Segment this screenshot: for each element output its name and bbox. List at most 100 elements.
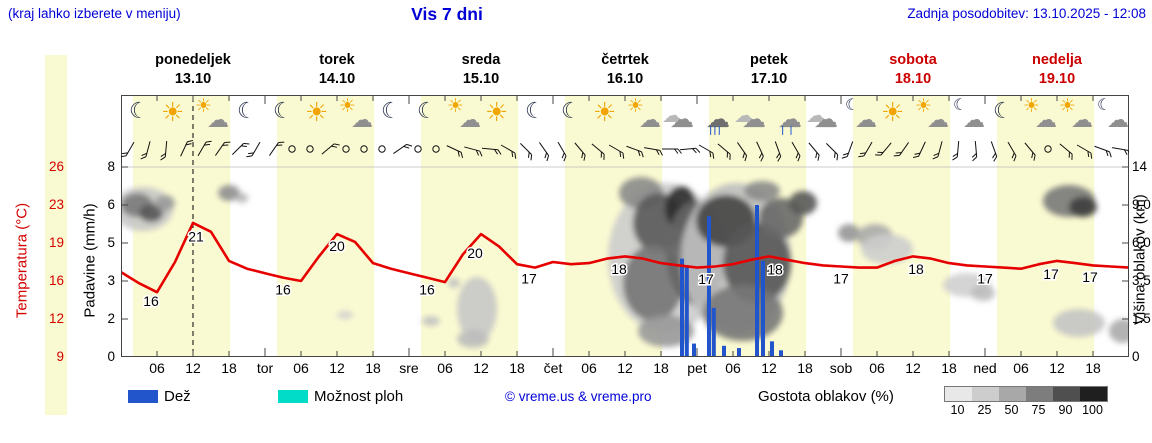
cloud-density-value: 100 bbox=[1082, 403, 1103, 417]
partly-day-icon: ☀ ☁ bbox=[195, 95, 229, 133]
temp-value-label: 18 bbox=[767, 262, 783, 278]
clear-day-icon: ☀ bbox=[593, 98, 617, 128]
cloud-density-value: 25 bbox=[977, 403, 992, 417]
clear-night-icon: ☾ bbox=[129, 99, 149, 124]
temp-tick: 12 bbox=[48, 311, 64, 326]
day-header: nedelja 19.10 bbox=[1032, 52, 1082, 87]
cloud-density-segment bbox=[1026, 387, 1053, 401]
precip-tick: 8 bbox=[107, 159, 115, 174]
cloud-axis-ticks: 14 9.0 6.0 3.5 1.5 0 bbox=[1132, 95, 1152, 364]
rain-legend-label: Dež bbox=[164, 388, 191, 405]
partly-day-icon: ☀ ☁ bbox=[339, 95, 373, 133]
partly-day-icon: ☀ ☁ bbox=[627, 95, 661, 133]
day-header: četrtek 16.10 bbox=[601, 52, 649, 87]
partly-night-icon: ☾ ☁ bbox=[953, 95, 985, 133]
hour-label: 06 bbox=[149, 360, 165, 376]
clear-night-icon: ☾ bbox=[273, 99, 293, 124]
cloud-density-segment bbox=[999, 387, 1026, 401]
showers-legend-swatch bbox=[278, 390, 308, 403]
precip-tick: 6 bbox=[107, 197, 115, 212]
clear-night-icon: ☾ bbox=[561, 99, 581, 124]
day-header: torek 14.10 bbox=[318, 52, 356, 87]
day-header: ponedeljek 13.10 bbox=[155, 52, 231, 87]
hour-label: 18 bbox=[221, 360, 237, 376]
temp-value-label: 17 bbox=[521, 270, 537, 286]
clear-night-icon: ☾ bbox=[381, 99, 401, 124]
temp-axis-label: Temperatura (°C) bbox=[13, 202, 31, 319]
temp-tick: 26 bbox=[48, 159, 64, 174]
temp-value-label: 17 bbox=[833, 270, 849, 286]
partly-night-icon: ☾ ☁ bbox=[845, 95, 877, 133]
day-header: petek 17.10 bbox=[750, 52, 788, 87]
cloud-height-tick: 3.5 bbox=[1132, 273, 1151, 288]
hour-label: 12 bbox=[761, 360, 777, 376]
precip-tick: 2 bbox=[107, 311, 115, 326]
day-abbr-label: sre bbox=[399, 360, 419, 376]
temp-tick: 23 bbox=[48, 197, 64, 212]
cloud-density-label: Gostota oblakov (%) bbox=[758, 388, 894, 405]
cloud-height-tick: 14 bbox=[1132, 159, 1148, 174]
clear-day-icon: ☀ bbox=[881, 98, 905, 128]
temp-value-label: 20 bbox=[467, 245, 483, 261]
cloud-density-segment bbox=[1080, 387, 1107, 401]
time-axis-labels: 06 12 18 tor 06 12 18 sre 06 12 18 čet 06 12 18 pet 06 12… bbox=[121, 360, 1152, 378]
cloud-density-scale bbox=[944, 386, 1108, 402]
temp-value-label: 17 bbox=[698, 271, 714, 287]
hour-label: 18 bbox=[1085, 360, 1101, 376]
hour-label: 06 bbox=[581, 360, 597, 376]
hour-label: 06 bbox=[869, 360, 885, 376]
temp-tick: 9 bbox=[56, 349, 64, 364]
clear-day-icon: ☀ bbox=[161, 98, 185, 128]
hour-label: 18 bbox=[509, 360, 525, 376]
drizzle-icon: ☁ | | bbox=[778, 105, 802, 136]
hour-label: 06 bbox=[725, 360, 741, 376]
meteogram-chart: 16 21 16 20 16 20 17 18 17 18 17 18 17 17 17 ☾ ☀ ☀ ☁ ☾ ☾ ☀ ☀ ☁… bbox=[121, 95, 1129, 357]
clear-day-icon: ☀ bbox=[305, 98, 329, 128]
cloud-density-value: 75 bbox=[1031, 403, 1046, 417]
day-header: sreda 15.10 bbox=[461, 52, 501, 87]
hour-label: 06 bbox=[293, 360, 309, 376]
day-abbr-label: ned bbox=[973, 360, 997, 376]
clear-day-icon: ☀ bbox=[485, 98, 509, 128]
wind-barbs-row bbox=[121, 139, 1129, 162]
temp-axis-ticks: 26 23 19 16 12 9 bbox=[38, 95, 64, 364]
hour-label: 12 bbox=[329, 360, 345, 376]
hour-label: 12 bbox=[905, 360, 921, 376]
temp-value-label: 18 bbox=[908, 261, 924, 277]
day-abbr-label: pet bbox=[687, 360, 707, 376]
cloud-density-segment bbox=[972, 387, 999, 401]
rain-legend-swatch bbox=[128, 390, 158, 403]
temp-value-label: 21 bbox=[188, 228, 204, 244]
clear-night-icon: ☾ bbox=[525, 99, 545, 124]
cloud-density-value: 10 bbox=[950, 403, 965, 417]
cloud-height-tick: 1.5 bbox=[1132, 311, 1151, 326]
cloud-height-tick: 6.0 bbox=[1132, 235, 1151, 250]
partly-day-icon: ☀ ☁ bbox=[1059, 95, 1093, 133]
partly-day-icon: ☀ ☁ bbox=[1023, 95, 1057, 133]
temp-value-label: 20 bbox=[329, 238, 345, 254]
precip-axis-ticks: 8 6 5 3 2 0 bbox=[90, 95, 115, 364]
hour-label: 06 bbox=[1013, 360, 1029, 376]
temp-value-label: 16 bbox=[419, 282, 435, 298]
temp-value-label: 16 bbox=[143, 293, 159, 309]
hour-label: 18 bbox=[941, 360, 957, 376]
precip-tick: 5 bbox=[107, 235, 115, 250]
clear-night-icon: ☾ bbox=[237, 99, 257, 124]
hour-label: 18 bbox=[365, 360, 381, 376]
hour-label: 06 bbox=[437, 360, 453, 376]
cloud-density-scale-values: 10 25 50 75 90 100 bbox=[944, 403, 1114, 417]
day-abbr-label: čet bbox=[543, 360, 563, 376]
page-title: Vis 7 dni bbox=[411, 4, 483, 24]
temp-tick: 19 bbox=[48, 235, 64, 250]
hour-label: 12 bbox=[473, 360, 489, 376]
partly-day-icon: ☀ ☁ bbox=[915, 95, 949, 133]
day-headers: ponedeljek 13.10 torek 14.10 sreda 15.10 četrt… bbox=[121, 51, 1129, 91]
last-update-text: Zadnja posodobitev: 13.10.2025 - 12:08 bbox=[907, 6, 1146, 21]
hour-label: 12 bbox=[1049, 360, 1065, 376]
temp-value-label: 18 bbox=[611, 261, 627, 277]
clear-night-icon: ☾ bbox=[993, 99, 1013, 124]
credit-link[interactable]: © vreme.us & vreme.pro bbox=[505, 389, 652, 404]
partly-night-icon: ☾ ☁ bbox=[1097, 95, 1129, 133]
cloudy-icon: ☁ ☁ bbox=[662, 103, 694, 133]
